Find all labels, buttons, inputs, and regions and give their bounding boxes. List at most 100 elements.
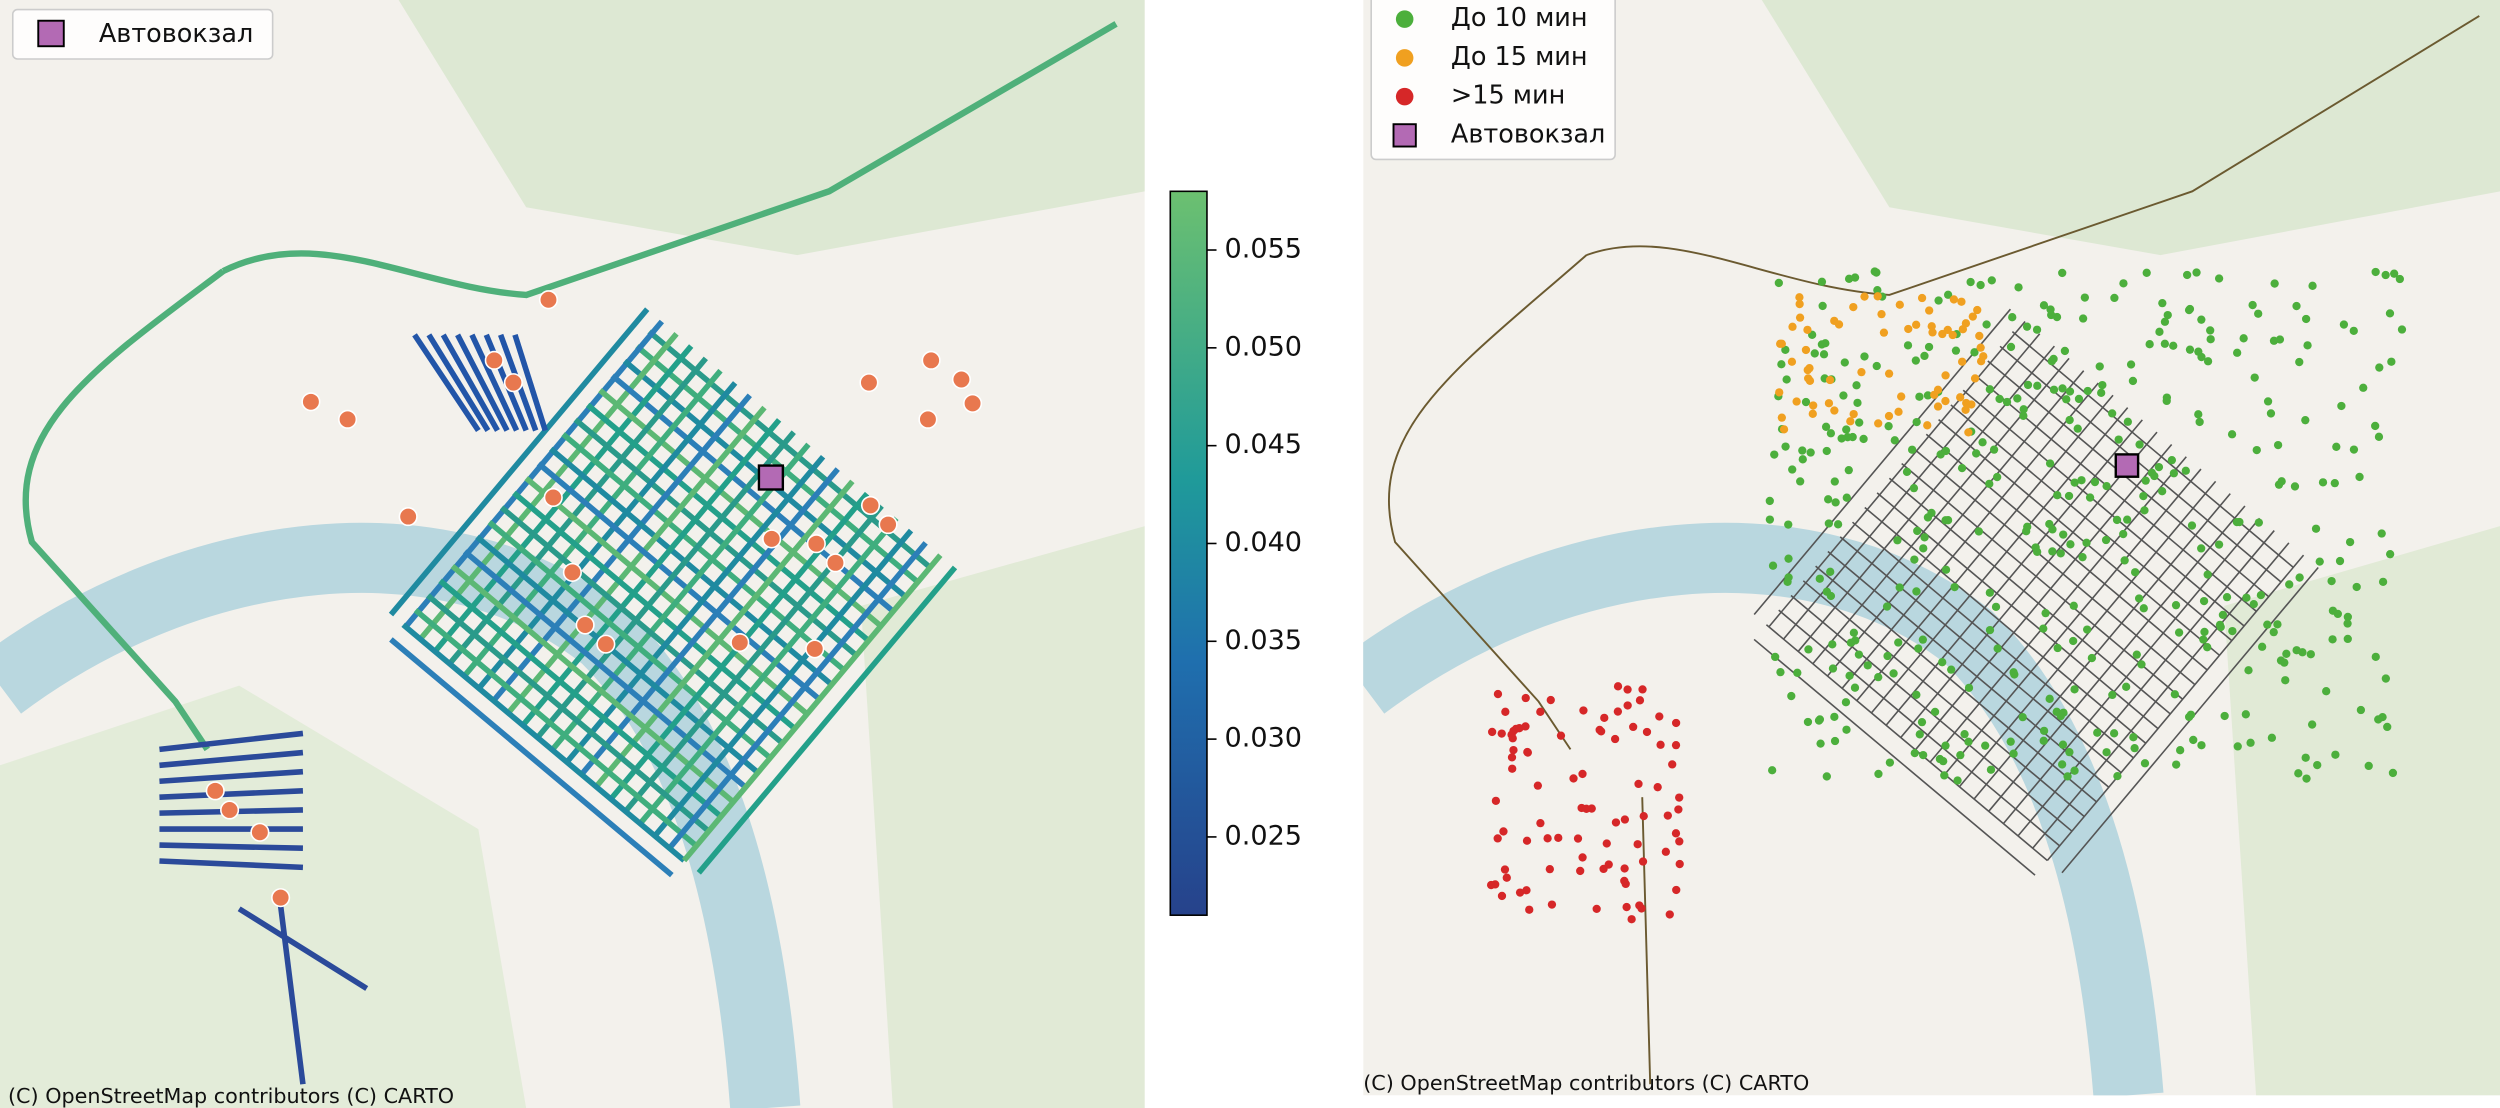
stop xyxy=(2022,322,2032,331)
stop xyxy=(1545,864,1554,874)
stop xyxy=(1803,365,1812,375)
stop xyxy=(2352,582,2361,592)
attribution: (C) OpenStreetMap contributors (C) CARTO xyxy=(1363,1071,1809,1095)
stop xyxy=(730,632,750,653)
stop xyxy=(2203,643,2212,652)
stop xyxy=(1956,751,1965,760)
stop xyxy=(2139,604,2148,613)
street xyxy=(548,446,834,687)
stop xyxy=(1947,665,1956,674)
stop xyxy=(2019,411,2028,420)
stop xyxy=(2058,760,2067,769)
stop xyxy=(1675,837,1684,846)
stop xyxy=(1893,536,1902,545)
stop xyxy=(1784,554,1793,563)
stop xyxy=(1536,707,1545,716)
stop xyxy=(1883,651,1892,661)
stop xyxy=(1941,371,1950,380)
stop xyxy=(1803,325,1812,334)
stop xyxy=(2306,650,2315,659)
stop xyxy=(1633,840,1642,849)
stop xyxy=(2131,568,2140,577)
stop xyxy=(2345,537,2355,547)
stop xyxy=(1957,297,1966,306)
stop xyxy=(1894,407,1903,416)
stop xyxy=(1848,432,1857,442)
stop xyxy=(1771,652,1780,662)
street xyxy=(476,381,738,691)
stop xyxy=(2359,383,2368,392)
stop xyxy=(1859,434,1868,444)
stop xyxy=(1774,278,1783,288)
stop xyxy=(1600,713,1609,722)
stop xyxy=(2292,301,2301,311)
stop xyxy=(1989,445,1999,454)
stop xyxy=(1991,602,2001,611)
stop xyxy=(1656,740,1665,749)
stop xyxy=(1777,360,1786,369)
stop xyxy=(1592,904,1601,914)
stop xyxy=(1974,527,1984,536)
stop xyxy=(1816,739,1825,748)
stop xyxy=(1917,293,1927,303)
street xyxy=(499,505,785,746)
stop xyxy=(1499,827,1508,836)
street xyxy=(1841,382,2099,689)
stop xyxy=(1960,730,1969,739)
stop xyxy=(2183,270,2192,280)
stop xyxy=(878,514,898,535)
stop xyxy=(1982,320,1991,329)
stop xyxy=(2141,476,2150,485)
street xyxy=(469,333,520,432)
stop xyxy=(2064,491,2074,501)
stop xyxy=(1904,324,1913,334)
stop xyxy=(2140,759,2150,768)
left-legend: Автовокзал xyxy=(11,8,274,60)
stop xyxy=(2009,749,2018,758)
stop xyxy=(1966,277,1975,287)
stop xyxy=(2158,299,2167,308)
stop xyxy=(1857,368,1866,377)
stop xyxy=(1970,348,1979,357)
stop xyxy=(2002,397,2012,407)
stop xyxy=(2008,313,2017,322)
stop xyxy=(1943,290,1953,299)
stop xyxy=(2059,708,2068,717)
stop xyxy=(1895,583,1904,592)
stop xyxy=(2102,481,2111,491)
stop xyxy=(1787,691,1796,701)
stop xyxy=(2355,472,2364,482)
legend-label: До 10 мин xyxy=(1451,3,1588,33)
stop xyxy=(2060,346,2070,356)
street xyxy=(159,842,303,852)
street xyxy=(1765,624,2048,862)
stop xyxy=(2315,557,2324,566)
stop xyxy=(2032,325,2042,334)
stop xyxy=(2053,643,2062,653)
stop xyxy=(1500,865,1510,874)
stop xyxy=(2087,653,2097,663)
stop xyxy=(2246,738,2255,747)
stop xyxy=(1928,328,1937,337)
stop xyxy=(2386,550,2395,559)
street xyxy=(524,476,809,717)
stop xyxy=(2377,529,2386,538)
stop xyxy=(2281,676,2290,685)
stop xyxy=(859,373,879,393)
stop xyxy=(1860,292,1869,301)
street xyxy=(388,307,650,617)
stop xyxy=(2343,619,2352,628)
stop xyxy=(2374,432,2384,441)
stop xyxy=(2215,620,2225,629)
stop xyxy=(1675,859,1684,869)
stop xyxy=(2258,642,2267,651)
stop xyxy=(1849,628,1859,637)
stop xyxy=(1882,602,1892,611)
stop xyxy=(1939,756,1948,766)
stop xyxy=(2388,768,2398,778)
stop xyxy=(2006,342,2016,352)
stop xyxy=(2031,543,2040,552)
street xyxy=(1870,407,2129,714)
street xyxy=(1864,506,2147,744)
stop xyxy=(1958,357,1967,366)
